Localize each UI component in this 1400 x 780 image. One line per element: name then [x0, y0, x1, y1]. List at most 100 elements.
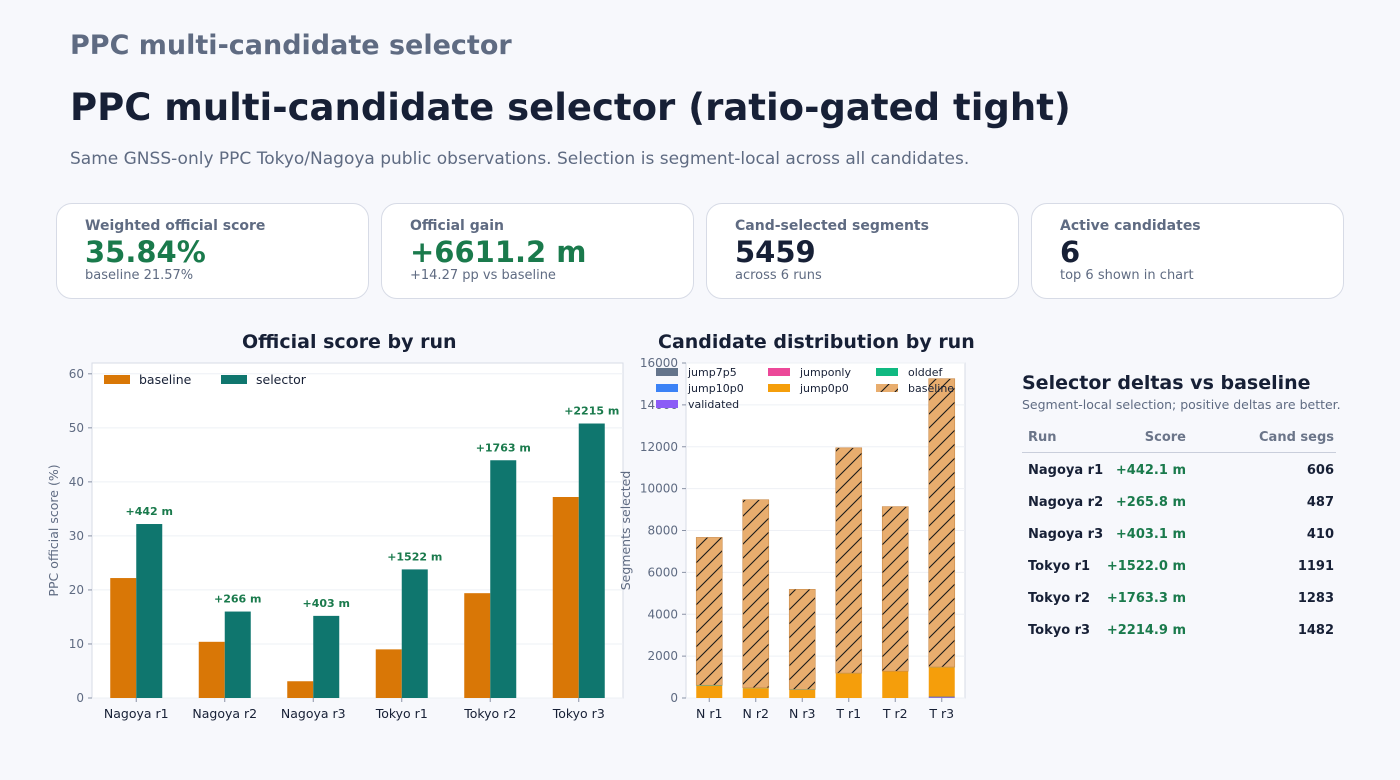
- y-axis-label: PPC official score (%): [46, 464, 61, 596]
- legend-swatch: [656, 384, 678, 392]
- row-segs: 1482: [1297, 623, 1334, 638]
- stack-jump0p0: [789, 689, 816, 698]
- bar-selector: [401, 569, 428, 698]
- row-segs: 410: [1306, 527, 1334, 542]
- legend-label: validated: [688, 398, 739, 411]
- row-segs: 606: [1306, 463, 1334, 478]
- bar-selector: [313, 615, 340, 698]
- card-label: Active candidates: [1060, 218, 1201, 234]
- page-kicker: PPC multi-candidate selector: [70, 30, 512, 61]
- candidate-distribution-chart: 0200040006000800010000120001400016000Seg…: [618, 356, 966, 721]
- col-score: Score: [1144, 430, 1186, 445]
- stack-jump0p0: [882, 671, 909, 698]
- y-tick-label: 4000: [647, 607, 678, 621]
- y-tick-label: 0: [76, 691, 84, 705]
- row-run: Tokyo r2: [1028, 591, 1091, 606]
- row-score: +265.8 m: [1115, 495, 1186, 510]
- x-tick-label: T r3: [928, 706, 954, 721]
- legend-swatch: [768, 368, 790, 376]
- legend-label: baseline: [908, 382, 954, 395]
- legend-swatch: [221, 375, 247, 384]
- table-row: Nagoya r2 +265.8 m 487: [1022, 485, 1336, 517]
- y-axis-label: Segments selected: [618, 471, 633, 591]
- bar-selector: [224, 611, 251, 698]
- row-score: +1522.0 m: [1106, 559, 1186, 574]
- row-run: Nagoya r2: [1028, 495, 1104, 510]
- legend-label: jumponly: [799, 366, 851, 379]
- bar-annotation: +1763 m: [476, 441, 531, 454]
- score-chart-title: Official score by run: [242, 331, 457, 353]
- table-row: Nagoya r3 +403.1 m 410: [1022, 517, 1336, 549]
- score-by-run-chart: 0 10 20 30 40 50 60 PPC official score (%) Nagoy…: [46, 362, 624, 721]
- card-value: 6: [1060, 235, 1081, 269]
- stack-jump0p0: [835, 673, 862, 698]
- row-run: Tokyo r3: [1028, 623, 1091, 638]
- bar-baseline: [375, 649, 402, 698]
- stack-baseline: [742, 499, 770, 689]
- table-row: Tokyo r2 +1763.3 m 1283: [1022, 581, 1336, 613]
- stack-validated: [928, 697, 955, 698]
- card-value: 35.84%: [85, 235, 206, 269]
- bar-annotation: +2215 m: [564, 405, 619, 418]
- y-tick-label: 8000: [647, 524, 678, 538]
- stack-jump0p0: [928, 667, 955, 697]
- col-run: Run: [1028, 430, 1057, 445]
- bar-annotation: +442 m: [126, 505, 173, 518]
- col-segs: Cand segs: [1259, 430, 1334, 445]
- y-tick-label: 10000: [640, 482, 678, 496]
- bar-annotation: +1522 m: [387, 550, 442, 563]
- y-tick-label: 16000: [640, 356, 678, 370]
- table-row: Tokyo r3 +2214.9 m 1482: [1022, 613, 1336, 645]
- legend-swatch: [768, 384, 790, 392]
- stack-baseline: [835, 447, 863, 674]
- stack-baseline: [928, 378, 956, 668]
- card-cand-segments: Cand-selected segments 5459 across 6 run…: [706, 203, 1019, 299]
- x-tick-label: T r1: [835, 706, 861, 721]
- deltas-title: Selector deltas vs baseline: [1022, 372, 1311, 394]
- legend-swatch: [656, 368, 678, 376]
- distribution-chart-title: Candidate distribution by run: [658, 331, 975, 353]
- stack-baseline: [695, 537, 723, 686]
- card-sub: +14.27 pp vs baseline: [410, 268, 556, 283]
- legend-swatch: [876, 368, 898, 376]
- legend-label: baseline: [139, 372, 192, 387]
- legend-label: olddef: [908, 366, 944, 379]
- page-title: PPC multi-candidate selector (ratio-gate…: [70, 86, 1071, 129]
- legend-label: jump0p0: [799, 382, 849, 395]
- x-tick-label: N r1: [696, 706, 722, 721]
- table-header: Run Score Cand segs: [1022, 425, 1336, 453]
- y-tick-label: 30: [69, 529, 84, 543]
- x-tick-label: Tokyo r2: [463, 706, 516, 721]
- row-run: Tokyo r1: [1028, 559, 1091, 574]
- y-tick-label: 40: [69, 475, 84, 489]
- card-label: Weighted official score: [85, 218, 266, 234]
- y-tick-label: 12000: [640, 440, 678, 454]
- x-tick-label: N r3: [789, 706, 815, 721]
- x-tick-label: Nagoya r2: [192, 706, 257, 721]
- row-segs: 487: [1306, 495, 1334, 510]
- row-run: Nagoya r1: [1028, 463, 1104, 478]
- y-tick-label: 0: [670, 691, 678, 705]
- stack-jump0p0: [742, 688, 769, 698]
- bar-baseline: [110, 578, 137, 698]
- stack-jump7p5: [928, 696, 955, 698]
- x-tick-label: N r2: [743, 706, 769, 721]
- x-tick-label: T r2: [882, 706, 908, 721]
- bar-selector: [578, 423, 605, 698]
- table-row: Nagoya r1 +442.1 m 606: [1022, 453, 1336, 485]
- x-tick-label: Nagoya r3: [281, 706, 346, 721]
- legend-swatch: [876, 384, 898, 392]
- row-score: +403.1 m: [1115, 527, 1186, 542]
- y-tick-label: 20: [69, 583, 84, 597]
- card-active-candidates: Active candidates 6 top 6 shown in chart: [1031, 203, 1344, 299]
- bar-baseline: [552, 497, 579, 698]
- stack-baseline: [788, 589, 816, 690]
- stack-olddef: [696, 685, 723, 686]
- legend-label: jump10p0: [687, 382, 744, 395]
- bar-selector: [490, 460, 517, 698]
- row-score: +1763.3 m: [1106, 591, 1186, 606]
- deltas-subtitle: Segment-local selection; positive deltas…: [1022, 397, 1341, 412]
- card-sub: across 6 runs: [735, 268, 822, 283]
- legend-swatch: [104, 375, 130, 384]
- table-row: Tokyo r1 +1522.0 m 1191: [1022, 549, 1336, 581]
